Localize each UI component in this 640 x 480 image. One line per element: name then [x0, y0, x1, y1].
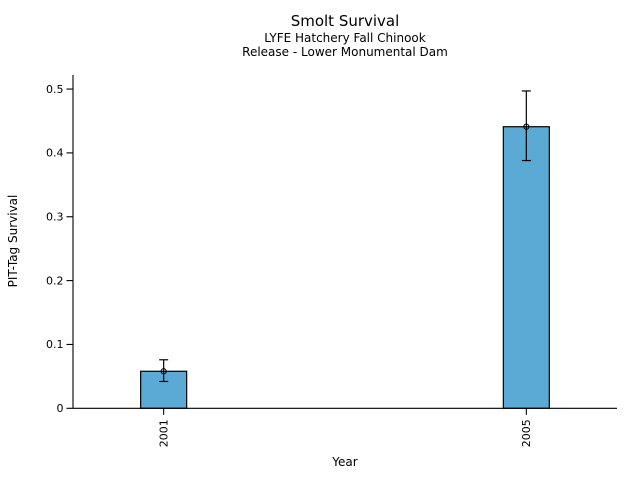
chart-title: Smolt Survival [290, 12, 400, 30]
bar-2005 [502, 126, 550, 409]
y-tick-label: 0.1 [46, 338, 64, 351]
x-tick-label: 2005 [520, 419, 533, 447]
point-marker-2001 [160, 368, 167, 375]
x-tick-label: 2001 [157, 419, 170, 447]
y-axis-label: PIT-Tag Survival [6, 194, 20, 288]
y-tick-label: 0 [57, 402, 64, 415]
y-tick-label: 0.3 [46, 211, 64, 224]
y-tick-label: 0.5 [46, 83, 64, 96]
x-axis-label: Year [332, 455, 358, 469]
y-tick-label: 0.2 [46, 274, 64, 287]
y-tick-label: 0.4 [46, 147, 64, 160]
chart-subtitle-line2: Release - Lower Monumental Dam [242, 45, 448, 59]
point-marker-2005 [523, 123, 530, 130]
chart-subtitle-line1: LYFE Hatchery Fall Chinook [264, 31, 426, 45]
